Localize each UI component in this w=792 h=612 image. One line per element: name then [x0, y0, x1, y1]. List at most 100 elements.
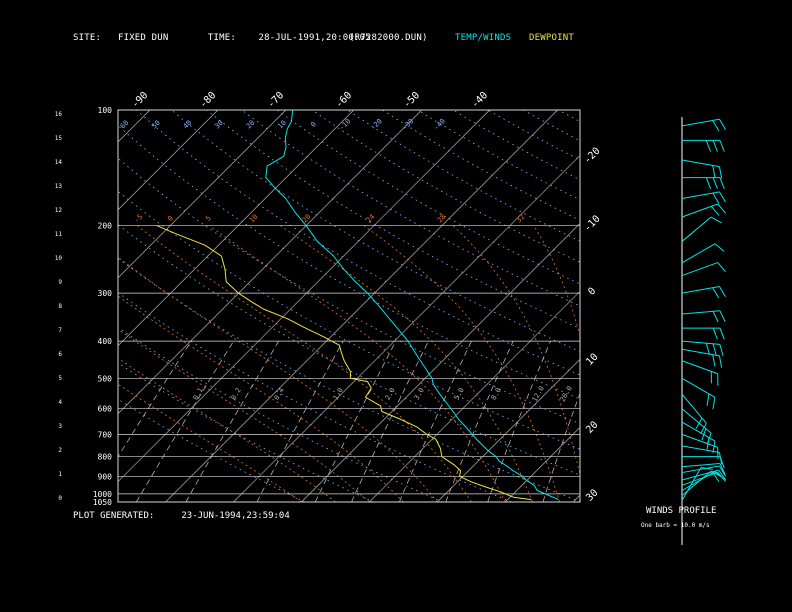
moist-adiabat-label: 5 — [204, 214, 213, 223]
isotherm-line — [0, 110, 14, 502]
isotherm-right-label: 10 — [584, 352, 600, 368]
wind-barb-flag — [712, 192, 720, 204]
dry-adiabat-label: -40 — [432, 117, 447, 132]
wind-barb-staff — [681, 340, 720, 345]
mixing-ratio-line — [118, 340, 192, 458]
dry-adiabat-label: -30 — [401, 117, 416, 132]
isotherm-top-label: -90 — [130, 90, 151, 111]
isotherm-line — [301, 223, 580, 502]
wind-barb-flag — [705, 343, 710, 355]
wind-barb-flag — [718, 286, 726, 298]
moist-adiabat-line — [452, 225, 580, 476]
isotherm-line — [641, 110, 792, 502]
mixing-ratio-label: 0.1 — [192, 387, 205, 402]
mixing-ratio-line — [399, 340, 472, 502]
height-tick-label: 2 — [58, 447, 62, 454]
wind-barb-flag — [717, 262, 726, 273]
mixing-ratio-line — [445, 340, 514, 502]
sounding-series — [156, 110, 559, 501]
isotherm-right-label: 20 — [584, 419, 600, 435]
isotherm-line — [369, 290, 580, 502]
height-tick-label: 6 — [58, 351, 62, 358]
wind-barb-flag — [712, 177, 718, 189]
isotherm-right-label: 0 — [586, 286, 598, 298]
wind-barb-flag — [719, 327, 725, 340]
wind-barb-flag — [712, 120, 720, 132]
moist-adiabat-line — [118, 357, 336, 502]
wind-barb-staff — [681, 467, 702, 501]
moist-adiabats — [118, 225, 580, 502]
site-value: FIXED DUN — [117, 33, 169, 43]
dry-adiabat-label: -10 — [338, 117, 353, 132]
mixing-ratio-label: 0.4 — [273, 387, 286, 402]
dry-adiabat-line — [241, 110, 580, 307]
wind-barb-flag — [714, 243, 725, 252]
dry-adiabat-line — [118, 257, 580, 502]
wind-barb-staff — [681, 462, 720, 468]
isotherm-line — [118, 110, 490, 483]
wind-barb-flag — [705, 140, 712, 152]
winds-profile-title: WINDS PROFILE — [646, 506, 717, 516]
height-tick-label: 7 — [58, 327, 62, 334]
wind-barb-staff — [681, 360, 718, 375]
isotherm-line — [572, 494, 580, 502]
wind-barb-flag — [705, 177, 712, 189]
moist-adiabat-line — [118, 295, 404, 502]
wind-barb-flag — [719, 310, 726, 322]
isotherm-lines — [0, 110, 792, 502]
wind-barb-flag — [712, 140, 718, 152]
header-bar: SITE: FIXED DUN TIME: 28-JUL-1991,20:00:… — [73, 33, 371, 43]
height-tick-label: 9 — [58, 279, 62, 286]
dry-adiabat-line — [594, 110, 792, 502]
wind-barb-flag — [712, 440, 716, 453]
wind-barb-flag — [717, 203, 726, 214]
dry-adiabat-line — [118, 157, 580, 425]
dry-adiabat-line — [558, 110, 580, 123]
moist-adiabat-label: 0 — [166, 214, 175, 223]
pressure-tick-label: 500 — [98, 374, 113, 383]
wind-barb-flag — [719, 463, 726, 475]
dry-adiabat-label: 30 — [213, 119, 225, 131]
moist-adiabat-label: 28 — [436, 213, 448, 225]
wind-barb-staff — [681, 377, 716, 398]
dry-adiabat-label: 40 — [182, 119, 194, 131]
height-tick-label: 5 — [58, 375, 62, 382]
height-tick-label: 3 — [58, 423, 62, 430]
dewpoint-trace — [156, 225, 532, 501]
mixing-ratio-lines — [118, 340, 580, 502]
mixing-ratio-line — [256, 340, 344, 502]
dry-adiabat-line — [487, 110, 580, 161]
isotherm-top-label: -60 — [334, 90, 355, 111]
dry-adiabat-line — [629, 110, 792, 502]
mixing-ratio-label: 1.0 — [332, 387, 345, 402]
wind-barb-flag — [706, 432, 712, 445]
isotherm-line — [437, 358, 580, 502]
temp-winds-legend: TEMP/WINDS — [455, 33, 512, 43]
footer-generated: PLOT GENERATED: 23-JUN-1994,23:59:04 — [73, 511, 290, 521]
wind-barb-flag — [718, 191, 726, 203]
dry-adiabat-label: -20 — [369, 117, 384, 132]
wind-barb-flag — [718, 355, 723, 368]
wind-barb-flag — [695, 417, 703, 429]
dry-adiabat-line — [136, 110, 580, 376]
pressure-tick-label: 400 — [98, 337, 113, 346]
isotherm-line — [505, 426, 580, 502]
moist-adiabat-line — [363, 225, 560, 502]
dry-adiabat-line — [664, 110, 792, 502]
time-value: 28-JUL-1991,20:00:05 — [258, 33, 371, 43]
isotherm-top-label: -80 — [198, 90, 219, 111]
pressure-tick-label: 1050 — [93, 498, 112, 507]
wind-barb-staff — [681, 262, 718, 277]
dry-adiabat-label: 0 — [309, 120, 318, 129]
dry-adiabat-line — [347, 110, 580, 242]
height-tick-label: 8 — [58, 303, 62, 310]
wind-barb-flag — [710, 216, 722, 224]
isotherm-line — [118, 110, 422, 415]
wind-barb-flag — [718, 119, 726, 130]
moist-adiabat-line — [533, 225, 580, 337]
wind-barb-staff — [681, 471, 716, 491]
dry-adiabat-line — [417, 110, 580, 201]
moist-adiabat-label: 32 — [515, 213, 527, 225]
wind-barb-staff — [681, 159, 720, 168]
